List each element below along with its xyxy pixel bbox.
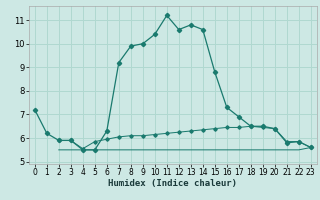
X-axis label: Humidex (Indice chaleur): Humidex (Indice chaleur) bbox=[108, 179, 237, 188]
